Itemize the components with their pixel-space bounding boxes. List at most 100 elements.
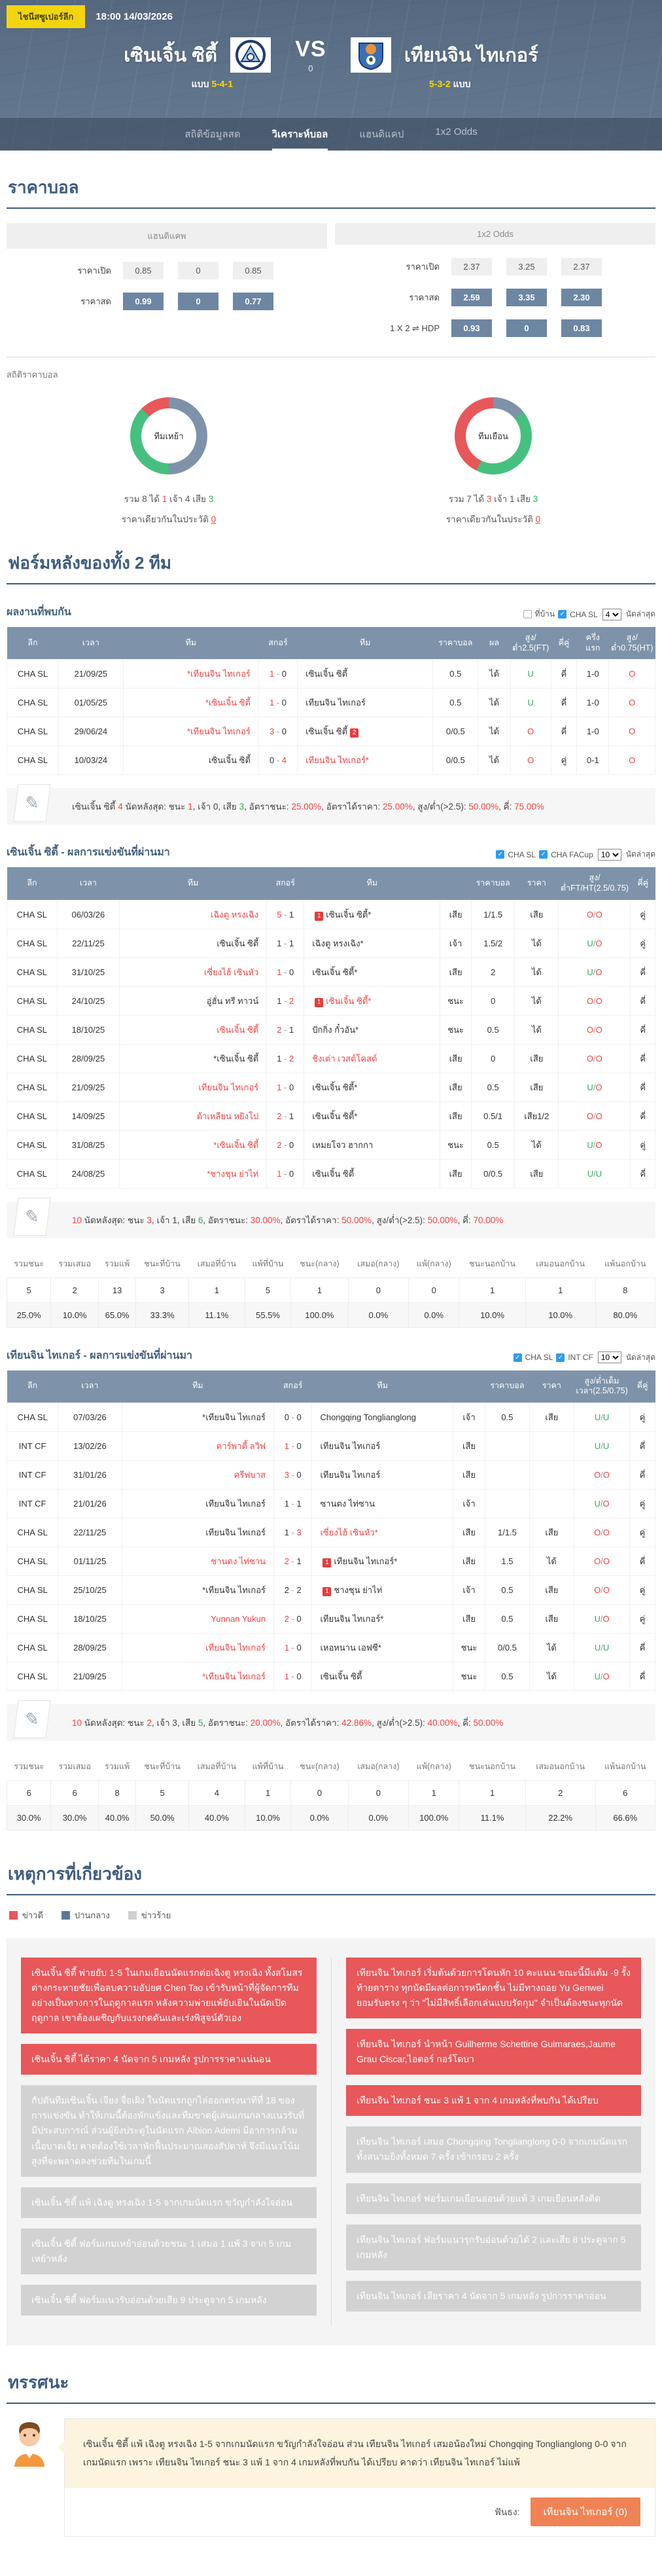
away-history-link[interactable]: 0	[535, 514, 541, 524]
score-cell: 0 - 4	[258, 745, 298, 776]
score-cell: 5 - 1	[266, 899, 305, 929]
column-header: สูง/ต่ำ0.75(HT)	[608, 627, 655, 660]
away-formation: 5-3-2 แบบ	[429, 79, 471, 89]
team-cell: เทียนจิน ไทเกอร์	[121, 1632, 275, 1662]
team2-summary-note: ✎ 10 นัดหลังสุด: ชนะ 2, เจ้า 3, เสีย 5, …	[7, 1700, 655, 1741]
over-under-cell: U	[510, 659, 551, 689]
score-cell: 1 - 0	[273, 1661, 313, 1691]
verdict-bar: ฟันธง: เทียนจิน ไทเกอร์ (0)	[65, 2487, 655, 2537]
match-row: CHA SL 21/09/25 *เทียนจิน ไทเกอร์ 1 - 0 เซิน…	[6, 659, 655, 689]
home-only-checkbox[interactable]	[523, 610, 532, 618]
home-donut-label: ทีมเหย้า	[154, 431, 184, 441]
tab-handicap[interactable]: แฮนดิแคป	[359, 129, 404, 140]
column-header: คี่คู่	[629, 1370, 655, 1403]
team1-count-select[interactable]: 10	[597, 848, 621, 861]
legend-item: ปานกลาง	[61, 1908, 110, 1922]
legend-swatch	[61, 1910, 70, 1920]
over-under-cell: O	[608, 659, 655, 689]
news-item: เซินเจิ้น ซิตี้ ได้ราคา 4 นัดจาก 5 เกมหล…	[21, 2044, 317, 2075]
score-cell: 2 - 1	[266, 1014, 305, 1045]
legend-swatch	[9, 1910, 18, 1920]
score-indicator: 0	[308, 63, 313, 73]
vs-block: VS 0	[288, 37, 334, 73]
match-header: ไชนีสซูเปอร์ลีก 18:00 14/03/2026 เซินเจิ…	[0, 0, 662, 151]
league-badge: ไชนีสซูเปอร์ลีก	[7, 5, 86, 28]
team-cell: ต้าเหลียน หยิงโป	[119, 1101, 268, 1131]
team-cell: คาร์พาตี้ ลวิฟ	[121, 1431, 275, 1461]
match-row: CHA SL 28/09/25 *เซินเจิ้น ซิตี้ 1 - 2 ชิงเต…	[7, 1043, 655, 1073]
team2-count-select[interactable]: 10	[597, 1351, 621, 1363]
team-cell: เหอหนาน เอฟซี*	[311, 1632, 454, 1662]
h2h-label: ผลงานที่พบกัน	[7, 607, 71, 618]
news-item: เทียนจิน ไทเกอร์ นำหน้า Guilherme Schett…	[346, 2029, 641, 2075]
team-cell: เทียนจิน ไทเกอร์	[119, 1072, 268, 1102]
score-cell: 1 - 0	[273, 1632, 313, 1662]
over-under-cell: O	[510, 745, 551, 776]
away-team-logo	[350, 37, 391, 73]
pencil-note-icon: ✎	[13, 1197, 51, 1236]
column-header: ลีก	[7, 867, 58, 900]
odds-value-box: 0	[506, 319, 547, 337]
over-under-cell: O/O	[558, 1043, 631, 1073]
odds-value-box: 0.93	[451, 319, 492, 337]
score-cell: 2 - 2	[273, 1575, 313, 1605]
odds-value-box: 2.30	[561, 289, 602, 306]
verdict-pick-button[interactable]: เทียนจิน ไทเกอร์ (0)	[530, 2497, 640, 2527]
tab-1x2-odds[interactable]: 1x2 Odds	[435, 126, 478, 137]
home-history-link[interactable]: 0	[211, 514, 217, 524]
over-under-cell: U/O	[558, 957, 631, 987]
odds-value-box: 0	[178, 262, 218, 279]
match-row: INT CF 13/02/26 คาร์พาตี้ ลวิฟ 1 - 0 เทียนจิ…	[6, 1431, 655, 1461]
odds-value-box: 0.85	[123, 262, 164, 279]
team-cell: *เซินเจิ้น ซิตี้	[122, 688, 259, 718]
tab-analysis[interactable]: วิเคราะห์บอล	[271, 126, 328, 151]
team-cell: *เทียนจิน ไทเกอร์	[121, 1575, 275, 1605]
header-tabs: สถิติข้อมูลสด วิเคราะห์บอล แฮนดิแคป 1x2 …	[0, 117, 662, 151]
team2-cha-sl-checkbox[interactable]: ✓	[513, 1353, 522, 1362]
team2-results-table: ลีก เวลา ทีม สกอร์ ทีม ราคาบอล ราคา สูง/ต่ำเต็ม…	[6, 1370, 655, 1691]
h2h-count-select[interactable]: 4	[602, 608, 621, 620]
red-card-badge: 1	[322, 1558, 332, 1567]
team-cell: 1 เซินเจิ้น ซิตี้*	[304, 986, 441, 1016]
match-row: CHA SL 21/09/25 *เทียนจิน ไทเกอร์ 1 - 0 เซิน…	[6, 1661, 655, 1691]
home-odds-summary: รวม 8 ได้ 1 เจ้า 4 เสีย 3	[124, 494, 214, 504]
odds-value-box: 0.99	[123, 293, 164, 310]
column-header: ราคา	[514, 867, 559, 900]
team-cell: *เทียนจิน ไทเกอร์	[122, 659, 259, 689]
home-odds-history: ราคาเดียวกันในประวัติ 0	[121, 514, 217, 524]
team2-int-cf-checkbox[interactable]: ✓	[556, 1353, 565, 1362]
column-header: ทีม	[119, 867, 267, 900]
cha-sl-checkbox[interactable]: ✓	[558, 610, 567, 618]
handicap-open-row: ราคาเปิด 0.85 0 0.85	[7, 262, 327, 279]
score-cell: 1 - 2	[266, 986, 305, 1016]
over-under-cell: U/O	[558, 1130, 631, 1160]
match-row: CHA SL 28/09/25 เทียนจิน ไทเกอร์ 1 - 0 เหอหน…	[6, 1632, 655, 1662]
tab-live-stats[interactable]: สถิติข้อมูลสด	[184, 129, 241, 140]
odds-value-box: 0.85	[233, 262, 273, 279]
team-cell: เซินเจิ้น ซิตี้	[297, 659, 434, 689]
news-item: เทียนจิน ไทเกอร์ ชนะ 3 แพ้ 1 จาก 4 เกมหล…	[346, 2085, 641, 2117]
over-under-cell: O/O	[558, 1101, 631, 1131]
match-row: CHA SL 29/06/24 *เทียนจิน ไทเกอร์ 3 - 0 เซิน…	[6, 717, 655, 747]
team1-facup-checkbox[interactable]: ✓	[539, 850, 548, 859]
score-cell: 2 - 0	[266, 1130, 305, 1160]
news-item: เทียนจิน ไทเกอร์ ฟอร์มเกมเยือนอ่อนด้วยแพ…	[346, 2183, 641, 2214]
team1-results-table: ลีก เวลา ทีม สกอร์ ทีม ราคาบอล ราคา สูง/ต่ำFT/H…	[7, 867, 655, 1189]
1x2-panel: 1x2 Odds ราคาเปิด 2.37 3.25 2.37 ราคาสด 2.…	[335, 223, 655, 337]
legend-item: ข่าวร้าย	[128, 1908, 171, 1922]
team2-controls: ✓ CHA SL ✓ INT CF 10 นัดล่าสุด	[513, 1351, 655, 1364]
column-header: คี่คู่	[630, 867, 655, 900]
column-header: ทีม	[122, 1370, 274, 1403]
odds-value-box: 0.77	[233, 293, 273, 310]
vs-label: VS	[295, 37, 326, 62]
odds-value-box: 2.37	[451, 258, 492, 276]
team1-cha-sl-checkbox[interactable]: ✓	[496, 850, 505, 859]
match-row: CHA SL 31/10/25 เซี่ยงไฮ้ เซินหัว 1 - 0 เซิน…	[7, 957, 655, 987]
match-row: CHA SL 24/08/25 *ชางชุน ย่าไท่ 1 - 0 เซินเจิ…	[7, 1158, 655, 1189]
news-item: เทียนจิน ไทเกอร์ เสียราคา 4 นัดจาก 5 เกม…	[346, 2280, 641, 2312]
odds-value-box: 0.83	[561, 319, 602, 337]
over-under-cell: O/O	[558, 899, 631, 929]
person-avatar-icon	[14, 2422, 44, 2467]
match-row: CHA SL 24/10/25 อู่ฮั่น ทรี ทาวน์ 1 - 2 1 เซิ…	[7, 986, 655, 1016]
match-row: CHA SL 06/03/26 เฉิงตู หรงเฉิง 5 - 1 1 เซินเจ…	[7, 899, 655, 929]
